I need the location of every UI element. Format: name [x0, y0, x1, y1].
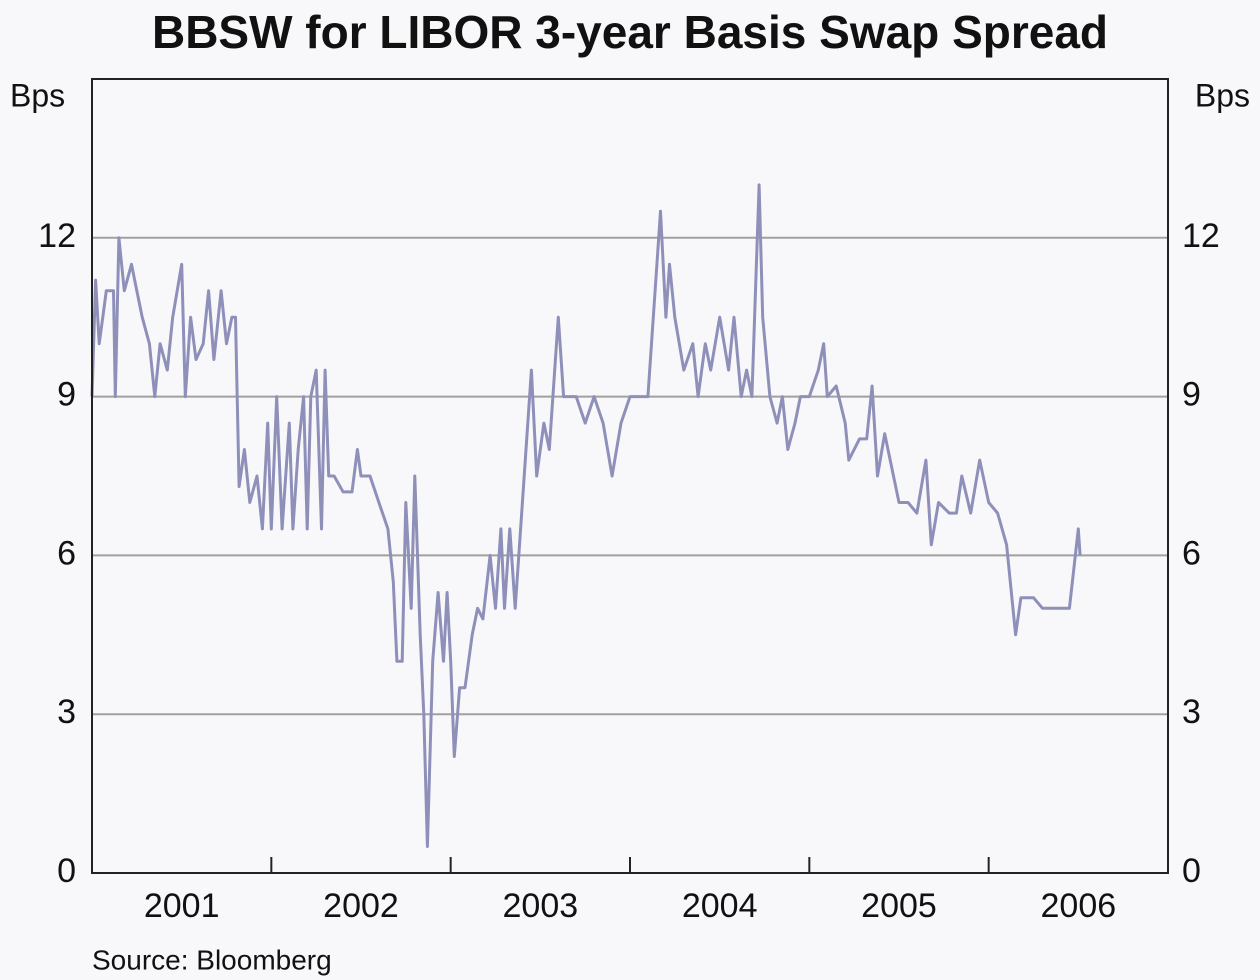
plot-frame: [91, 78, 1169, 874]
source-note: Source: Bloomberg: [92, 944, 332, 975]
x-tick-label: 2002: [323, 887, 399, 925]
y-tick-label: 9: [57, 376, 76, 414]
series-line: [90, 183, 1082, 848]
x-tick-label: 2006: [1041, 887, 1117, 925]
y-tick-label: 0: [57, 852, 76, 890]
y2-tick-label: 0: [1182, 852, 1201, 890]
x-tick-label: 2001: [144, 887, 220, 925]
y2-tick-label: 6: [1182, 534, 1201, 572]
plot-area: [92, 79, 1168, 873]
y2-axis-label: Bps: [1195, 77, 1250, 113]
y-tick-label: 6: [57, 534, 76, 572]
y2-tick-label: 9: [1182, 376, 1201, 414]
y2-tick-label: 12: [1182, 217, 1220, 255]
y-tick-label: 3: [57, 693, 76, 731]
x-tick-label: 2003: [503, 887, 579, 925]
x-tick-label: 2005: [861, 887, 937, 925]
x-tick-label: 2004: [682, 887, 758, 925]
y-tick-label: 12: [38, 217, 76, 255]
y-axis-label: Bps: [10, 77, 65, 113]
y2-tick-label: 3: [1182, 693, 1201, 731]
chart-title: BBSW for LIBOR 3-year Basis Swap Spread: [152, 6, 1108, 58]
